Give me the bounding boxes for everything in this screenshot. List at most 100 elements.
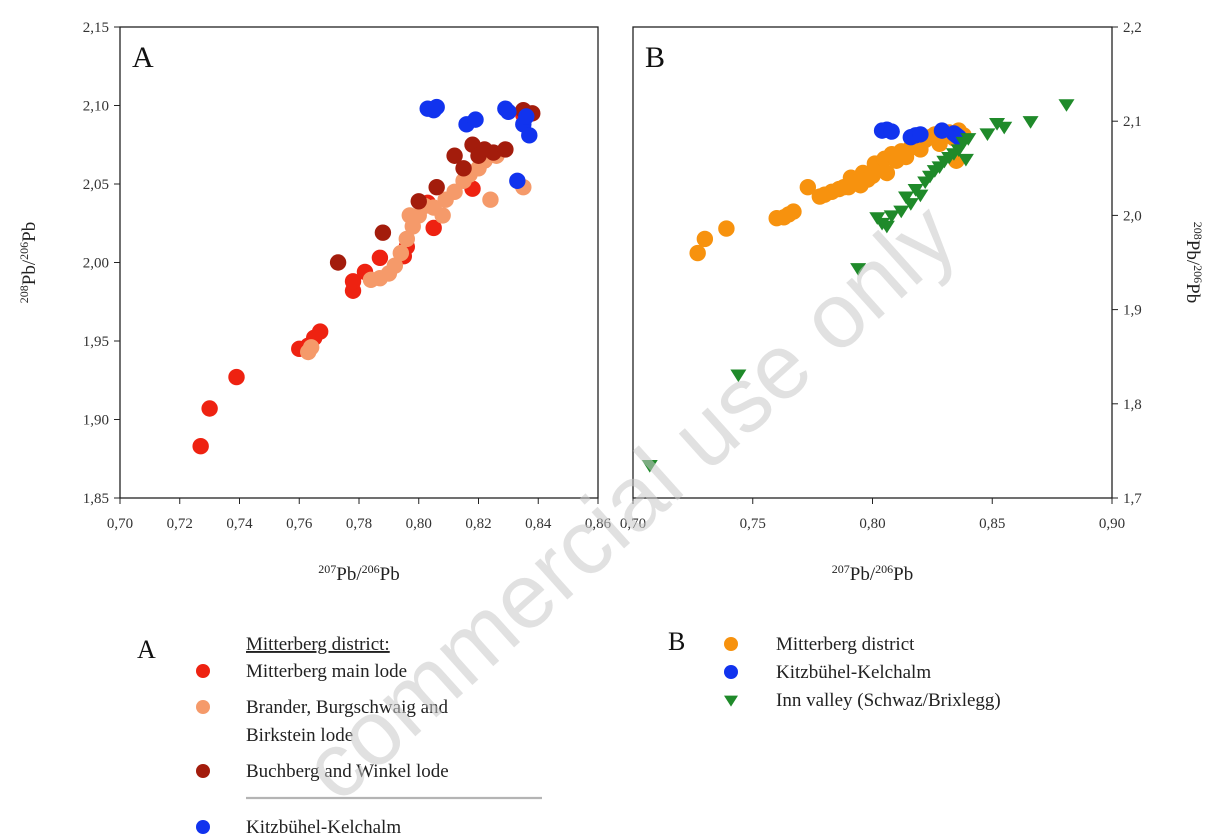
data-point	[428, 98, 445, 116]
y-tick-label: 2,10	[83, 99, 109, 115]
panel-a-letter: A	[132, 41, 154, 74]
y-tick-label: 2,15	[83, 20, 109, 36]
data-point	[730, 369, 747, 383]
data-point	[883, 210, 900, 223]
data-point	[878, 164, 896, 182]
data-point	[521, 127, 538, 144]
data-point	[1022, 116, 1039, 129]
y-tick-label: 1,95	[83, 334, 109, 350]
series-kitzb-hel-kelchalm	[873, 121, 967, 146]
data-point	[329, 254, 347, 271]
legend-item-label: Mitterberg main lode	[246, 661, 407, 682]
data-point	[467, 111, 484, 128]
data-point	[500, 103, 517, 120]
data-point	[1058, 99, 1075, 112]
panel-b-letter: B	[645, 41, 665, 74]
data-point	[386, 257, 404, 274]
data-point	[201, 400, 218, 417]
data-point	[785, 203, 802, 220]
data-point	[398, 230, 415, 248]
data-point	[374, 224, 392, 241]
data-point	[497, 141, 514, 158]
x-tick-label: 0,76	[286, 516, 313, 532]
x-tick-label: 0,86	[585, 516, 612, 532]
data-point	[996, 121, 1013, 135]
data-point	[898, 191, 915, 205]
data-point	[902, 198, 919, 211]
x-tick-label: 0,78	[346, 516, 372, 532]
y-tick-label: 1,7	[1123, 491, 1142, 507]
x-tick-label: 0,75	[740, 516, 766, 532]
y-tick-label: 1,90	[83, 413, 109, 429]
data-point	[428, 178, 445, 196]
data-point	[303, 339, 320, 356]
x-tick-label: 0,80	[859, 516, 885, 532]
x-tick-label: 0,90	[1099, 516, 1125, 532]
legend-marker	[196, 764, 210, 778]
legend-item-label: Kitzbühel-Kelchalm	[246, 817, 401, 838]
data-point	[425, 219, 442, 237]
y-axis-label: 208Pb/206Pb	[1182, 222, 1205, 303]
series-kitzb-hel-kelchalm	[419, 98, 538, 190]
data-point	[641, 459, 658, 473]
legend-marker	[724, 637, 738, 651]
x-axis-label: 207Pb/206Pb	[318, 562, 399, 585]
data-point	[883, 123, 900, 140]
data-point	[392, 244, 410, 262]
x-tick-label: 0,85	[979, 516, 1005, 532]
data-point	[192, 437, 209, 455]
data-point	[893, 205, 910, 219]
data-point	[957, 153, 974, 167]
y-tick-label: 2,1	[1123, 114, 1142, 130]
data-point	[371, 249, 389, 266]
x-tick-label: 0,84	[525, 516, 552, 532]
series-buchberg-and-winkel-lode	[329, 102, 541, 271]
data-point	[434, 207, 451, 224]
data-point	[410, 193, 427, 210]
legend-b-letter: B	[668, 627, 685, 656]
series-inn-valley-schwaz-brixlegg	[641, 99, 1075, 473]
data-point	[344, 273, 362, 290]
legend-item-label: Birkstein lode	[246, 725, 353, 746]
data-point	[311, 323, 329, 340]
data-point	[509, 172, 526, 190]
data-point	[482, 191, 499, 208]
data-point	[689, 244, 706, 262]
legend-item-label: Inn valley (Schwaz/Brixlegg)	[776, 690, 1001, 711]
legend-marker	[724, 665, 738, 679]
data-point	[446, 183, 463, 201]
data-point	[850, 263, 867, 276]
x-tick-label: 0,80	[406, 516, 432, 532]
legend-item-label: Mitterberg district	[776, 634, 915, 655]
y-tick-label: 2,05	[83, 177, 109, 193]
data-point	[228, 368, 245, 386]
data-point	[518, 108, 535, 125]
data-point	[989, 118, 1006, 131]
y-tick-label: 1,85	[83, 491, 109, 507]
series-brander-burgschwaig-and-birkstein-lode	[300, 147, 532, 361]
y-tick-label: 2,2	[1123, 20, 1142, 36]
legend-marker	[196, 820, 210, 834]
y-axis-label: 208Pb/206Pb	[17, 222, 40, 303]
legend-marker	[724, 695, 738, 707]
y-tick-label: 1,9	[1123, 303, 1142, 319]
x-tick-label: 0,74	[226, 516, 253, 532]
data-point	[718, 220, 735, 237]
legend-marker	[196, 700, 210, 714]
y-tick-label: 2,0	[1123, 208, 1142, 224]
x-tick-label: 0,72	[167, 516, 193, 532]
data-point	[446, 147, 463, 164]
data-point	[878, 220, 895, 234]
legend-a-heading: Mitterberg district:	[246, 634, 390, 655]
x-tick-label: 0,82	[465, 516, 491, 532]
data-point	[799, 178, 817, 196]
x-tick-label: 0,70	[620, 516, 646, 532]
plot-frame	[119, 26, 599, 499]
data-point	[979, 128, 996, 142]
y-tick-label: 2,00	[83, 256, 109, 272]
x-axis-label: 207Pb/206Pb	[832, 562, 913, 585]
data-point	[455, 160, 472, 177]
panel-a-chart: 0,70 0,72 0,74 0,76 0,78 0,80 0,82 0,84 0,86 1,85…	[17, 20, 612, 585]
y-tick-label: 1,8	[1123, 397, 1142, 413]
